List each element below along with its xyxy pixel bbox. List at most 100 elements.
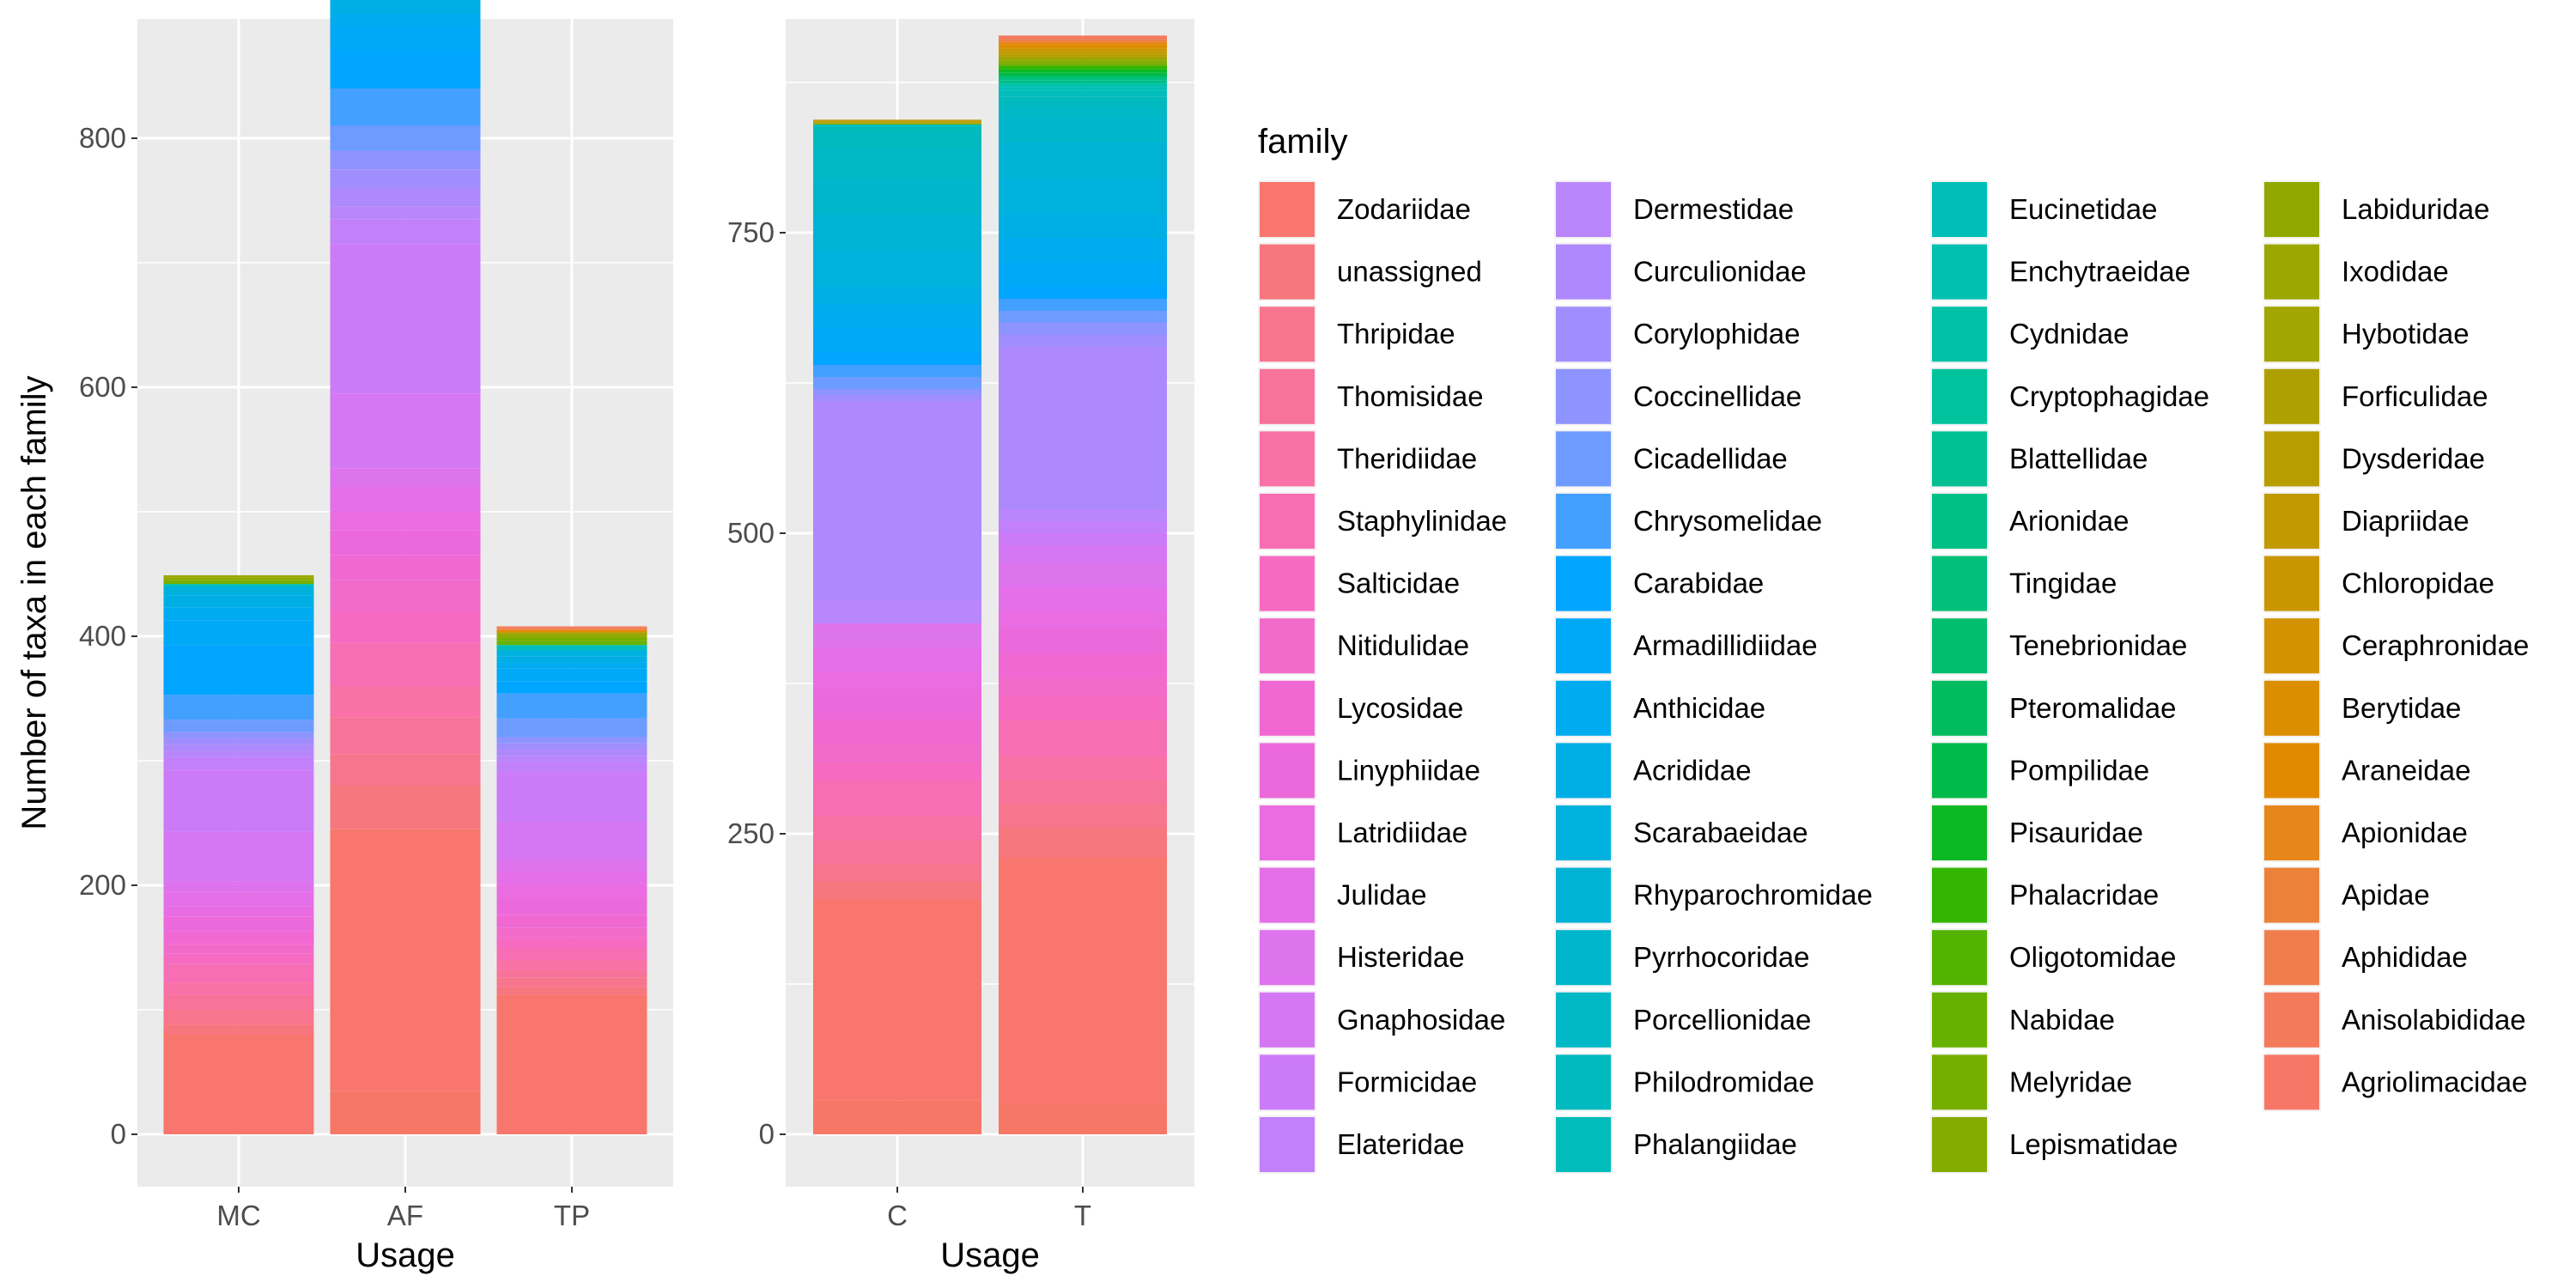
bar-segment-lycosidae xyxy=(813,720,981,744)
bar-segment-labiduridae xyxy=(813,123,981,125)
legend-item: Agriolimacidae xyxy=(2263,1053,2527,1112)
legend-item: Ixodidae xyxy=(2263,242,2449,301)
legend-swatch xyxy=(1556,1054,1611,1110)
legend-swatch xyxy=(1932,992,1987,1048)
bar-segment-armadillidiidae xyxy=(999,263,1167,287)
legend-label: Anthicidae xyxy=(1633,692,1765,724)
legend-item: Dysderidae xyxy=(2263,429,2485,489)
legend-item: Enchytraeidae xyxy=(1930,242,2190,301)
legend-item: Dermestidae xyxy=(1554,180,1794,239)
y-tick-label: 600 xyxy=(79,371,126,403)
legend-swatch xyxy=(1260,244,1315,300)
legend-swatch xyxy=(2264,805,2319,860)
bar-segment-zodariidae xyxy=(163,1035,314,1134)
legend-item: Curculionidae xyxy=(1554,242,1807,301)
bar-segment-araneidae xyxy=(999,44,1167,46)
legend: family Zodariidae unassigned Thripidae Thom… xyxy=(1258,123,2529,1174)
legend-swatch xyxy=(1932,182,1987,237)
bar-segment-chrysomelidae xyxy=(330,88,481,126)
legend-item: Phalangiidae xyxy=(1554,1115,1797,1174)
panel-left: 0 200 400 600 800 MC AF TP Number of taxa in ea… xyxy=(15,0,673,1274)
legend-label: Armadillidiidae xyxy=(1633,629,1818,661)
legend-item: Theridiidae xyxy=(1258,429,1477,489)
bar-segment-julidae xyxy=(999,587,1167,611)
bar-segment-gnaphosidae xyxy=(999,545,1167,563)
legend-item: Latridiidae xyxy=(1258,804,1467,862)
legend-item: Salticidae xyxy=(1258,554,1460,613)
legend-item: Diapriidae xyxy=(2263,492,2470,550)
bar-segment-pisauridae xyxy=(999,69,1167,73)
legend-label: Anisolabididae xyxy=(2342,1004,2526,1036)
legend-label: unassigned xyxy=(1337,256,1482,288)
bar-segment-carabidae xyxy=(813,353,981,365)
bar-segment-lepismatidae xyxy=(999,60,1167,64)
legend-label: Philodromidae xyxy=(1633,1066,1814,1097)
bar-segment-formicidae xyxy=(163,769,314,832)
legend-item: Pyrrhocoridae xyxy=(1554,928,1809,987)
legend-item: Linyphiidae xyxy=(1258,741,1480,800)
legend-label: Thomisidae xyxy=(1337,380,1484,412)
bar-C xyxy=(813,119,981,1134)
legend-item: Coccinellidae xyxy=(1554,367,1801,426)
x-tick-label: TP xyxy=(554,1200,590,1231)
bar-segment-berytidae xyxy=(999,46,1167,49)
bar-segment-nitidulidae xyxy=(999,677,1167,696)
bar-segment-phalacridae xyxy=(999,65,1167,70)
bar-segment-corylophidae xyxy=(496,743,647,750)
bar-segment-theridiidae xyxy=(813,816,981,840)
legend-label: Formicidae xyxy=(1337,1066,1477,1097)
legend-label: Coccinellidae xyxy=(1633,380,1801,412)
bar-segment-curculionidae xyxy=(813,401,981,599)
legend-swatch xyxy=(1260,805,1315,860)
bar-segment-ixodidae xyxy=(496,632,647,635)
legend-item: Aphididae xyxy=(2263,928,2468,987)
legend-label: Rhyparochromidae xyxy=(1633,879,1873,911)
legend-item: Apionidae xyxy=(2263,804,2468,862)
legend-swatch xyxy=(1260,680,1315,736)
bar-segment-rhyparochromidae xyxy=(999,143,1167,179)
legend-swatch xyxy=(1556,992,1611,1048)
bar-segment-acrididae xyxy=(496,656,647,663)
bar-T xyxy=(999,35,1167,1134)
bar-segment-corylophidae xyxy=(813,395,981,401)
legend-item: Melyridae xyxy=(1930,1053,2132,1112)
legend-swatch xyxy=(1260,368,1315,424)
bar-segment-anisolabididae xyxy=(496,626,647,628)
bar-segment-dermestidae xyxy=(999,509,1167,521)
legend-item: Julidae xyxy=(1258,866,1427,925)
bar-segment-salticidae xyxy=(813,762,981,780)
bar-TP xyxy=(496,626,647,1134)
legend-item: Lycosidae xyxy=(1258,678,1463,738)
legend-swatch xyxy=(1260,494,1315,549)
legend-item: Tenebrionidae xyxy=(1930,617,2187,676)
bar-segment-julidae xyxy=(813,647,981,671)
bar-segment-arionidae xyxy=(999,80,1167,84)
bar-segment-staphylinidae xyxy=(999,720,1167,756)
bar-segment-curculionidae xyxy=(496,749,647,756)
legend-swatch xyxy=(2264,556,2319,611)
bar-segment-staphylinidae xyxy=(813,780,981,816)
legend-swatch xyxy=(2264,307,2319,362)
bar-segment-cicadellidae xyxy=(999,311,1167,323)
bar-segment-phalangiidae xyxy=(496,645,647,650)
bar-segment-nitidulidae xyxy=(163,944,314,954)
legend-label: Ceraphronidae xyxy=(2342,629,2529,661)
legend-label: Blattellidae xyxy=(2009,442,2148,474)
bar-segment-thripidae xyxy=(813,864,981,882)
bar-segment-dermestidae xyxy=(813,599,981,623)
bar-segment-melyridae xyxy=(163,580,314,585)
bar-segment-histeridae xyxy=(330,468,481,487)
bar-segment-cicadellidae xyxy=(813,377,981,389)
legend-swatch xyxy=(1260,618,1315,674)
bar-segment-lycosidae xyxy=(330,555,481,580)
bar-segment-diapriidae xyxy=(813,119,981,121)
legend-item: Acrididae xyxy=(1554,741,1752,800)
legend-label: Cydnidae xyxy=(2009,318,2129,349)
legend-swatch xyxy=(1556,494,1611,549)
legend-label: Chloropidae xyxy=(2342,568,2494,599)
legend-label: Tenebrionidae xyxy=(2009,629,2187,661)
legend-item: Formicidae xyxy=(1258,1053,1477,1112)
legend-label: Phalacridae xyxy=(2009,879,2159,911)
legend-label: Eucinetidae xyxy=(2009,193,2157,225)
bar-segment-thomisidae xyxy=(163,994,314,1010)
